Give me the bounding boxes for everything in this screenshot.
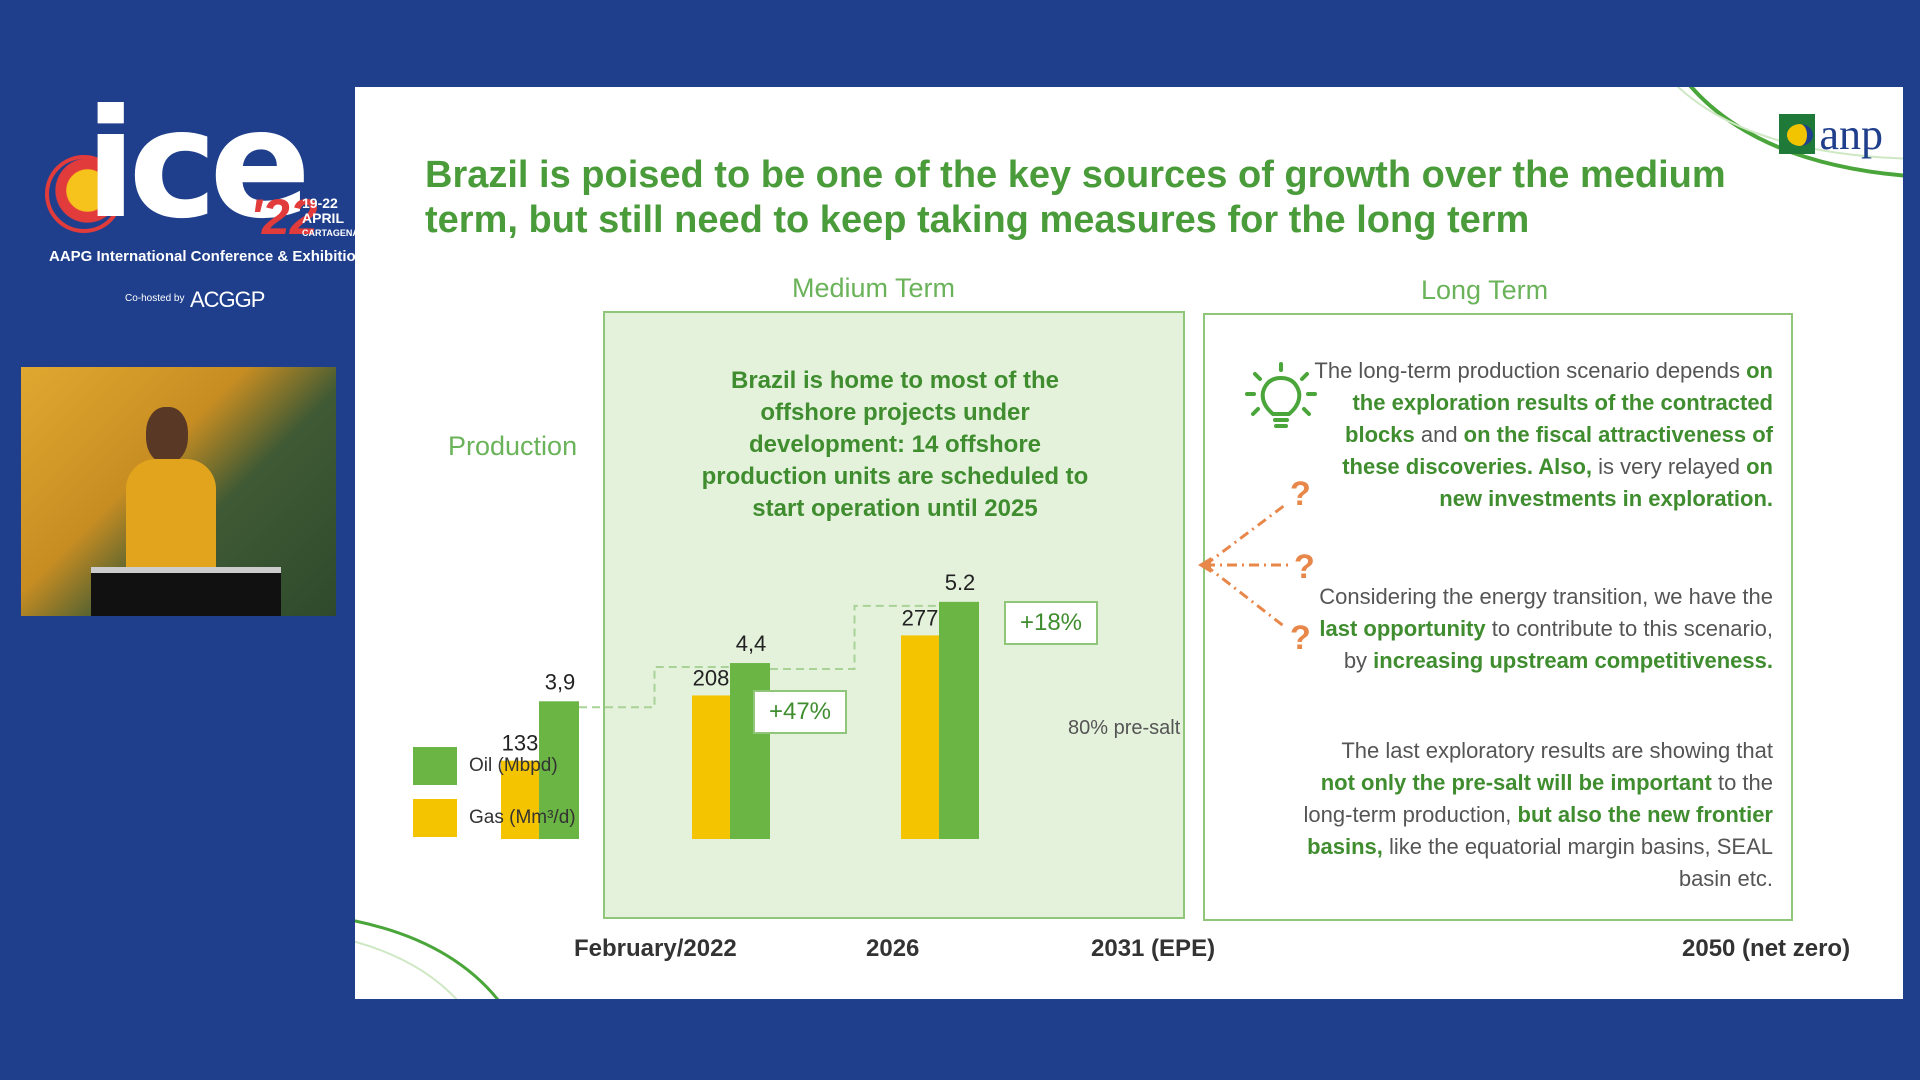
speaker-head <box>146 407 188 463</box>
conference-year: '22 <box>250 189 318 245</box>
oil-bar <box>939 601 979 839</box>
podium <box>91 567 281 616</box>
legend-gas-swatch <box>413 799 457 837</box>
question-icon: ? <box>1290 475 1311 513</box>
paragraph-run: Considering the energy transition, we ha… <box>1319 584 1773 609</box>
gas-bar <box>692 695 730 839</box>
oil-data-label: 4,4 <box>736 631 767 656</box>
oil-bar <box>539 701 579 839</box>
gas-data-label: 277 <box>902 605 939 630</box>
long-term-label: Long Term <box>1421 275 1549 305</box>
decorative-curve-top <box>1676 87 1903 178</box>
legend-oil: Oil (Mbpd) <box>413 747 558 785</box>
cohost-label: Co-hosted by <box>125 293 185 304</box>
paragraph-run: but also the new frontier basins, <box>1307 802 1773 859</box>
paragraph-run: increasing upstream competitiveness. <box>1373 648 1773 673</box>
paragraph-run: last opportunity <box>1319 616 1486 641</box>
growth-badge-2031: +18% <box>1004 601 1098 645</box>
gas-data-label: 133 <box>502 731 539 756</box>
oil-data-label: 3,9 <box>545 669 576 694</box>
decorative-curve-bottom <box>355 919 500 999</box>
growth-badge-2026: +47% <box>753 690 847 734</box>
legend-oil-label: Oil (Mbpd) <box>469 755 558 776</box>
mascot-icon <box>45 155 123 233</box>
long-term-paragraph-1: The long-term production scenario depend… <box>1303 355 1773 515</box>
cohost-name: ACGGP <box>190 287 265 312</box>
production-label: Production <box>448 431 578 461</box>
paragraph-run: to contribute to this scenario, by <box>1343 616 1773 673</box>
x-tick-label-feb-2022: February/2022 <box>574 935 737 962</box>
slide-title: Brazil is poised to be one of the key so… <box>425 154 1726 241</box>
x-tick-label-2050: 2050 (net zero) <box>1682 935 1851 962</box>
gas-bar <box>901 635 939 839</box>
question-icon: ? <box>1290 619 1311 657</box>
paragraph-run: on the fiscal attractiveness of these di… <box>1342 422 1773 479</box>
conference-name: AAPG International Conference & Exhibiti… <box>49 248 365 265</box>
conference-city: CARTAGENA <box>302 228 359 238</box>
question-icon: ? <box>1294 548 1315 586</box>
conference-logo: ice '22 19-22 APRIL CARTAGENA <box>40 90 360 270</box>
long-term-panel <box>1203 313 1793 921</box>
paragraph-run: to the long-term production, <box>1303 770 1773 827</box>
anp-logo-text: anp <box>1819 109 1883 159</box>
paragraph-run: like the equatorial margin basins, SEAL … <box>1382 834 1773 891</box>
legend-gas-label: Gas (Mm³/d) <box>469 807 576 828</box>
long-term-paragraph-3: The last exploratory results are showing… <box>1303 735 1773 895</box>
long-term-paragraph-2: Considering the energy transition, we ha… <box>1303 581 1773 677</box>
paragraph-run: on the exploration results of the contra… <box>1345 358 1773 447</box>
medium-term-text: Brazil is home to most of the offshore p… <box>701 367 1089 522</box>
lightbulb-icon <box>1245 362 1317 428</box>
conference-brand: ice <box>85 78 311 252</box>
legend-gas: Gas (Mm³/d) <box>413 799 576 837</box>
anp-logo: anp <box>1779 109 1883 159</box>
paragraph-run: is very relayed <box>1592 454 1747 479</box>
conference-dates: 19-22 APRIL CARTAGENA <box>302 196 359 241</box>
paragraph-run: The last exploratory results are showing… <box>1341 738 1773 763</box>
paragraph-run: and <box>1414 422 1464 447</box>
gas-bar <box>501 760 539 839</box>
anp-logo-icon <box>1779 114 1816 154</box>
uncertainty-arrows <box>1198 503 1290 629</box>
paragraph-run: The long-term production scenario depend… <box>1314 358 1747 383</box>
paragraph-run: not only the pre-salt will be important <box>1320 770 1712 795</box>
speaker-video[interactable] <box>21 367 336 616</box>
medium-term-label: Medium Term <box>792 273 956 303</box>
legend-oil-swatch <box>413 747 457 785</box>
growth-connector <box>770 604 939 671</box>
presalt-note: 80% pre-salt <box>1068 717 1181 739</box>
oil-data-label: 5.2 <box>945 570 976 595</box>
growth-connector <box>579 666 730 709</box>
presentation-slide: anp Brazil is poised to be one of the ke… <box>355 87 1903 999</box>
paragraph-run: on new investments in exploration. <box>1439 454 1773 511</box>
conference-month: APRIL <box>302 210 344 226</box>
x-tick-label-2026: 2026 <box>866 935 920 962</box>
gas-data-label: 208 <box>693 665 730 690</box>
conference-days: 19-22 <box>302 195 338 211</box>
x-tick-label-2031: 2031 (EPE) <box>1091 935 1216 962</box>
